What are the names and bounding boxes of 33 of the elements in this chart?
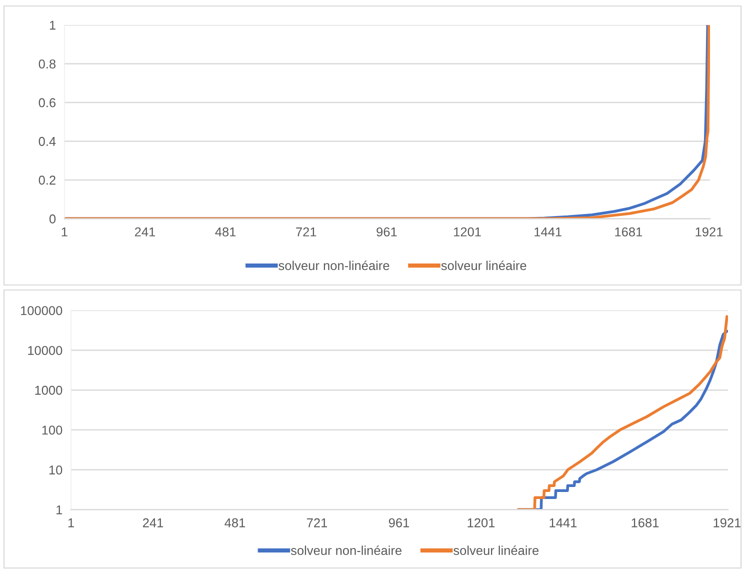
x-tick-label: 1441 bbox=[550, 518, 577, 528]
x-tick-label: 1201 bbox=[468, 518, 495, 528]
y-tick-label: 100 bbox=[42, 426, 62, 435]
y-tick-label: 0.8 bbox=[38, 59, 56, 68]
x-tick-label: 481 bbox=[215, 227, 236, 236]
x-tick-label: 1681 bbox=[632, 518, 659, 528]
legend-label: solveur non-linéaire bbox=[278, 260, 390, 270]
x-tick-label: 961 bbox=[388, 518, 410, 528]
x-tick-label: 241 bbox=[142, 518, 164, 528]
x-tick-label: 481 bbox=[224, 518, 246, 528]
x-tick-label: 241 bbox=[134, 227, 156, 236]
y-tick-label: 10 bbox=[49, 465, 62, 475]
x-tick-label: 1 bbox=[68, 518, 74, 528]
y-tick-label: 10000 bbox=[28, 346, 62, 355]
y-tick-label: 100000 bbox=[21, 306, 62, 316]
x-tick-label: 1921 bbox=[696, 227, 723, 236]
y-tick-label: 0.6 bbox=[38, 98, 56, 108]
y-tick-label: 1 bbox=[50, 20, 56, 30]
x-tick-label: 1921 bbox=[714, 518, 741, 528]
x-tick-label: 1681 bbox=[615, 227, 642, 236]
legend-label: solveur non-linéaire bbox=[290, 545, 402, 556]
y-tick-label: 0.4 bbox=[38, 136, 56, 146]
legend-label: solveur linéaire bbox=[454, 545, 539, 556]
x-tick-label: 721 bbox=[296, 227, 316, 236]
y-tick-label: 1000 bbox=[35, 386, 62, 395]
x-tick-label: 1441 bbox=[534, 228, 562, 236]
x-tick-label: 1201 bbox=[454, 227, 481, 236]
y-tick-label: 0 bbox=[49, 214, 56, 224]
x-tick-label: 961 bbox=[376, 227, 397, 236]
y-tick-label: 1 bbox=[56, 505, 62, 514]
legend-label: solveur linéaire bbox=[441, 260, 526, 270]
x-tick-label: 721 bbox=[306, 518, 328, 528]
y-tick-label: 0.2 bbox=[38, 176, 56, 185]
